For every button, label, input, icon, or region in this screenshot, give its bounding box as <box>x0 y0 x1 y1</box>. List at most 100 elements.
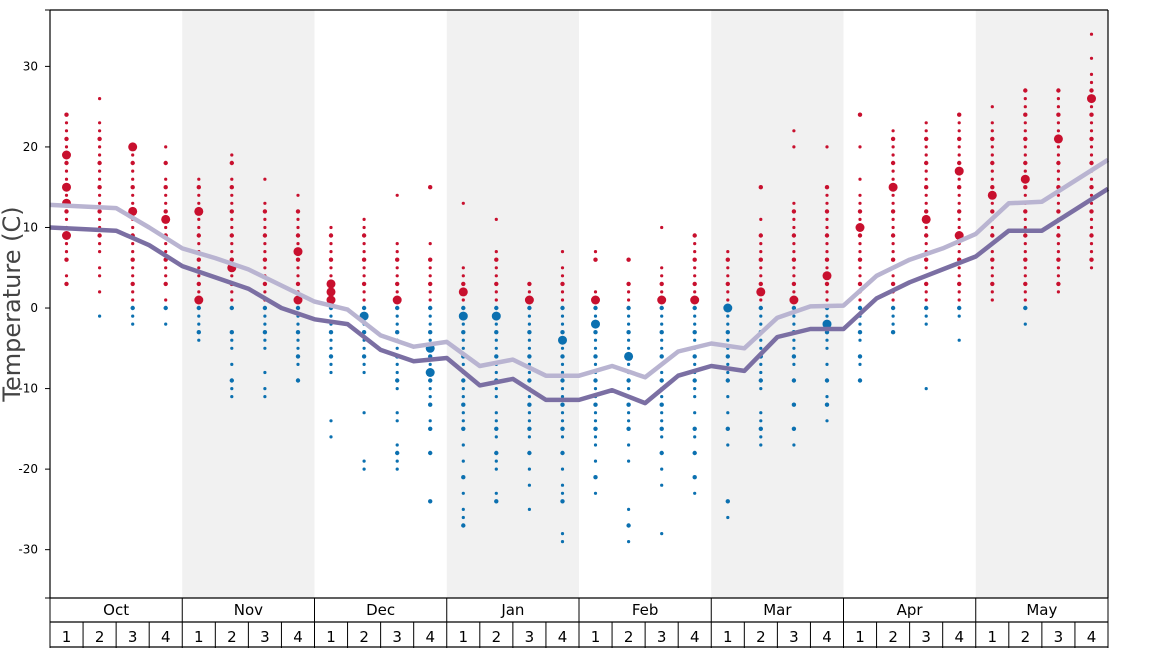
temperature-point <box>924 169 928 173</box>
temperature-point <box>461 322 465 326</box>
temperature-point <box>593 305 598 311</box>
temperature-point <box>1023 290 1027 294</box>
temperature-point <box>131 266 135 270</box>
temperature-point <box>725 499 730 504</box>
temperature-point <box>627 362 631 366</box>
temperature-point <box>792 443 796 447</box>
temperature-point <box>491 311 501 321</box>
week-label: 4 <box>425 628 435 646</box>
temperature-point <box>98 169 102 173</box>
temperature-point <box>494 290 498 294</box>
temperature-point <box>296 242 300 246</box>
temperature-point <box>858 145 862 149</box>
temperature-point <box>98 153 102 157</box>
temperature-point <box>824 209 830 214</box>
temperature-point <box>163 160 168 166</box>
temperature-point <box>759 370 763 375</box>
temperature-point <box>858 362 862 366</box>
temperature-point <box>295 209 301 214</box>
temperature-point <box>725 378 730 383</box>
temperature-point <box>1023 112 1028 117</box>
temperature-point <box>759 443 763 447</box>
temperature-point <box>924 193 928 197</box>
temperature-point <box>97 160 102 166</box>
temperature-point <box>494 499 499 504</box>
temperature-point <box>1089 105 1094 109</box>
temperature-point <box>1023 160 1028 166</box>
temperature-point <box>1089 257 1094 262</box>
temperature-point <box>64 145 69 149</box>
temperature-point <box>726 266 730 270</box>
temperature-point <box>692 330 697 335</box>
temperature-point <box>924 121 928 125</box>
temperature-point <box>263 314 267 318</box>
temperature-point <box>560 378 565 383</box>
temperature-point <box>329 346 333 350</box>
temperature-point <box>1023 193 1027 197</box>
month-label: Jan <box>500 601 524 619</box>
temperature-point <box>626 523 631 528</box>
temperature-point <box>362 274 366 278</box>
temperature-point <box>921 214 931 224</box>
week-label: 1 <box>194 628 204 646</box>
temperature-point <box>560 532 565 536</box>
temperature-point <box>627 419 631 423</box>
temperature-point <box>591 319 600 329</box>
temperature-point <box>593 290 598 294</box>
temperature-point <box>130 281 135 287</box>
month-label: Nov <box>234 601 263 619</box>
temperature-point <box>891 193 895 197</box>
temperature-point <box>428 314 432 318</box>
temperature-point <box>792 201 796 205</box>
temperature-point <box>164 201 168 205</box>
temperature-point <box>131 290 135 294</box>
temperature-point <box>792 145 796 149</box>
temperature-point <box>428 274 432 278</box>
temperature-point <box>494 467 498 471</box>
temperature-point <box>164 145 168 149</box>
temperature-point <box>362 362 366 366</box>
temperature-point <box>726 515 730 520</box>
temperature-point <box>560 346 565 350</box>
temperature-point <box>494 450 499 456</box>
temperature-point <box>131 322 135 326</box>
temperature-point <box>924 209 929 214</box>
temperature-point <box>759 387 763 391</box>
temperature-point <box>759 419 763 423</box>
temperature-point <box>1023 322 1027 326</box>
temperature-point <box>693 491 697 495</box>
temperature-point <box>593 402 598 407</box>
temperature-point <box>725 330 730 335</box>
temperature-point <box>362 459 366 463</box>
temperature-point <box>328 257 334 262</box>
temperature-point <box>395 322 399 326</box>
temperature-point <box>957 266 961 270</box>
temperature-point <box>593 362 598 366</box>
temperature-point <box>660 370 664 375</box>
temperature-point <box>1056 169 1060 173</box>
temperature-point <box>461 281 466 287</box>
temperature-point <box>230 346 234 350</box>
week-label: 3 <box>260 628 270 646</box>
temperature-point <box>626 305 631 311</box>
temperature-point <box>791 354 797 359</box>
temperature-point <box>660 483 664 487</box>
temperature-point <box>164 298 168 302</box>
temperature-point <box>957 201 961 205</box>
temperature-point <box>857 330 863 335</box>
temperature-point <box>858 217 862 221</box>
temperature-point <box>362 242 366 246</box>
temperature-point <box>725 426 730 431</box>
temperature-point <box>789 295 799 305</box>
temperature-point <box>857 257 863 262</box>
month-label: Dec <box>366 601 395 619</box>
temperature-point <box>891 177 895 181</box>
temperature-point <box>458 287 468 297</box>
temperature-point <box>1023 136 1028 142</box>
temperature-point <box>990 121 994 125</box>
temperature-point <box>296 274 300 278</box>
temperature-point <box>990 281 995 287</box>
temperature-point <box>857 354 863 359</box>
temperature-point <box>229 257 234 262</box>
temperature-point <box>822 319 832 329</box>
